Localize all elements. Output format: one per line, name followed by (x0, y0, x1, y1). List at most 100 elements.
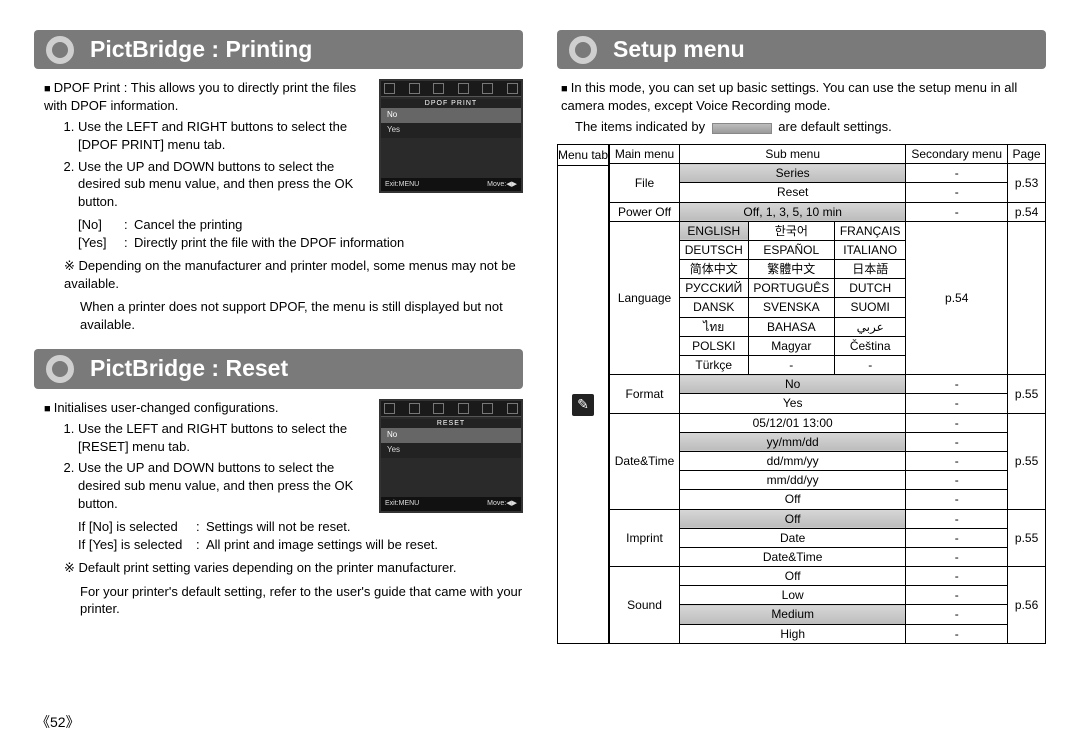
camera-screenshot: RESETNoYesExit:MENUMove:◀▶ (379, 399, 523, 513)
sub-menu-cell: High (680, 624, 906, 643)
sub-menu-cell: Magyar (748, 336, 835, 355)
sub-menu-cell: DEUTSCH (680, 240, 748, 259)
page-cell: p.54 (906, 221, 1008, 375)
right-column: Setup menu In this mode, you can set up … (557, 30, 1046, 644)
table-row: ImprintOff-p.55 (610, 509, 1046, 528)
sub-menu-cell: Off (680, 490, 906, 509)
secondary-menu-cell: - (906, 375, 1008, 394)
table-row: Power OffOff, 1, 3, 5, 10 min-p.54 (610, 202, 1046, 221)
main-menu-cell: File (610, 164, 680, 202)
sub-menu-cell: No (680, 375, 906, 394)
page-cell: p.55 (1008, 375, 1046, 413)
screenshot-row: No (381, 428, 521, 443)
page-cell: p.55 (1008, 509, 1046, 567)
main-menu-cell: Imprint (610, 509, 680, 567)
note: Depending on the manufacturer and printe… (64, 257, 523, 292)
section-body: RESETNoYesExit:MENUMove:◀▶Initialises us… (34, 399, 523, 618)
option-line: [No]: Cancel the printing (78, 216, 523, 234)
secondary-menu-cell: - (906, 509, 1008, 528)
sub-menu-cell: 日本語 (835, 260, 906, 279)
page-cell: p.56 (1008, 567, 1046, 644)
ring-icon (569, 36, 597, 64)
main-menu-cell: Format (610, 375, 680, 413)
secondary-menu-cell: - (906, 586, 1008, 605)
table-row: FileSeries-p.53 (610, 164, 1046, 183)
sub-menu-cell: Series (680, 164, 906, 183)
sub-menu-cell: Off (680, 567, 906, 586)
table-header: Main menu (610, 144, 680, 163)
secondary-menu-cell: - (906, 183, 1008, 202)
sub-menu-cell: PORTUGUÊS (748, 279, 835, 298)
sub-menu-cell: Off, 1, 3, 5, 10 min (680, 202, 906, 221)
setup-intro-1: In this mode, you can set up basic setti… (561, 79, 1046, 114)
section-header-setup: Setup menu (557, 30, 1046, 69)
sub-menu-cell: mm/dd/yy (680, 471, 906, 490)
sub-menu-cell: Türkçe (680, 356, 748, 375)
table-header: Secondary menu (906, 144, 1008, 163)
page-columns: PictBridge : PrintingDPOF PRINTNoYesExit… (34, 30, 1046, 644)
table-row: SoundOff-p.56 (610, 567, 1046, 586)
sub-menu-cell: 繁體中文 (748, 260, 835, 279)
sub-menu-cell: 简体中文 (680, 260, 748, 279)
setup-icon: ✎ (572, 394, 594, 416)
sub-menu-cell: FRANÇAIS (835, 221, 906, 240)
screenshot-row: Yes (381, 443, 521, 458)
sub-menu-cell: Low (680, 586, 906, 605)
secondary-menu-cell: - (906, 451, 1008, 470)
note: For your printer's default setting, refe… (80, 583, 523, 618)
sub-menu-cell: ITALIANO (835, 240, 906, 259)
sub-menu-cell: BAHASA (748, 317, 835, 336)
setup-table-wrap: Menu tab ✎ Main menuSub menuSecondary me… (557, 144, 1046, 644)
page-cell: p.54 (1008, 202, 1046, 221)
secondary-menu-cell: - (906, 471, 1008, 490)
secondary-menu-cell: - (906, 164, 1008, 183)
sub-menu-cell: РУССКИЙ (680, 279, 748, 298)
secondary-menu-cell: - (906, 567, 1008, 586)
default-indicator-box (712, 123, 772, 134)
sub-menu-cell: POLSKI (680, 336, 748, 355)
screenshot-label: RESET (381, 419, 521, 428)
sub-menu-cell: ไทย (680, 317, 748, 336)
note: When a printer does not support DPOF, th… (80, 298, 523, 333)
sub-menu-cell: Date&Time (680, 547, 906, 566)
setup-intro-2: The items indicated by are default setti… (575, 118, 1046, 136)
table-row: FormatNo-p.55 (610, 375, 1046, 394)
page-cell: p.55 (1008, 413, 1046, 509)
setup-table: Main menuSub menuSecondary menuPage File… (609, 144, 1046, 644)
sub-menu-cell: Čeština (835, 336, 906, 355)
sub-menu-cell: Medium (680, 605, 906, 624)
menu-tab-header: Menu tab (558, 145, 608, 166)
secondary-menu-cell: - (906, 528, 1008, 547)
sub-menu-cell: SUOMI (835, 298, 906, 317)
secondary-menu-cell: - (906, 605, 1008, 624)
secondary-menu-cell: - (906, 624, 1008, 643)
sub-menu-cell: DUTCH (835, 279, 906, 298)
main-menu-cell: Power Off (610, 202, 680, 221)
screenshot-row: No (381, 108, 521, 123)
sub-menu-cell: DANSK (680, 298, 748, 317)
screenshot-label: DPOF PRINT (381, 99, 521, 108)
table-header: Page (1008, 144, 1046, 163)
ring-icon (46, 36, 74, 64)
main-menu-cell: Language (610, 221, 680, 375)
note: Default print setting varies depending o… (64, 559, 523, 577)
sub-menu-cell: عربي (835, 317, 906, 336)
menu-tab-column: Menu tab ✎ (557, 144, 609, 644)
secondary-menu-cell: - (906, 547, 1008, 566)
table-row: LanguageENGLISH한국어FRANÇAISp.54 (610, 221, 1046, 240)
left-column: PictBridge : PrintingDPOF PRINTNoYesExit… (34, 30, 523, 644)
secondary-menu-cell: - (906, 394, 1008, 413)
camera-screenshot: DPOF PRINTNoYesExit:MENUMove:◀▶ (379, 79, 523, 193)
option-line: [Yes]: Directly print the file with the … (78, 234, 523, 252)
sub-menu-cell: Reset (680, 183, 906, 202)
secondary-menu-cell: - (906, 432, 1008, 451)
table-row: Date&Time05/12/01 13:00-p.55 (610, 413, 1046, 432)
sub-menu-cell: ESPAÑOL (748, 240, 835, 259)
section-title: PictBridge : Reset (90, 355, 288, 381)
sub-menu-cell: Date (680, 528, 906, 547)
main-menu-cell: Sound (610, 567, 680, 644)
sub-menu-cell: SVENSKA (748, 298, 835, 317)
option-line: If [Yes] is selected: All print and imag… (78, 536, 523, 554)
page-cell: p.53 (1008, 164, 1046, 202)
section-title: Setup menu (613, 36, 745, 62)
